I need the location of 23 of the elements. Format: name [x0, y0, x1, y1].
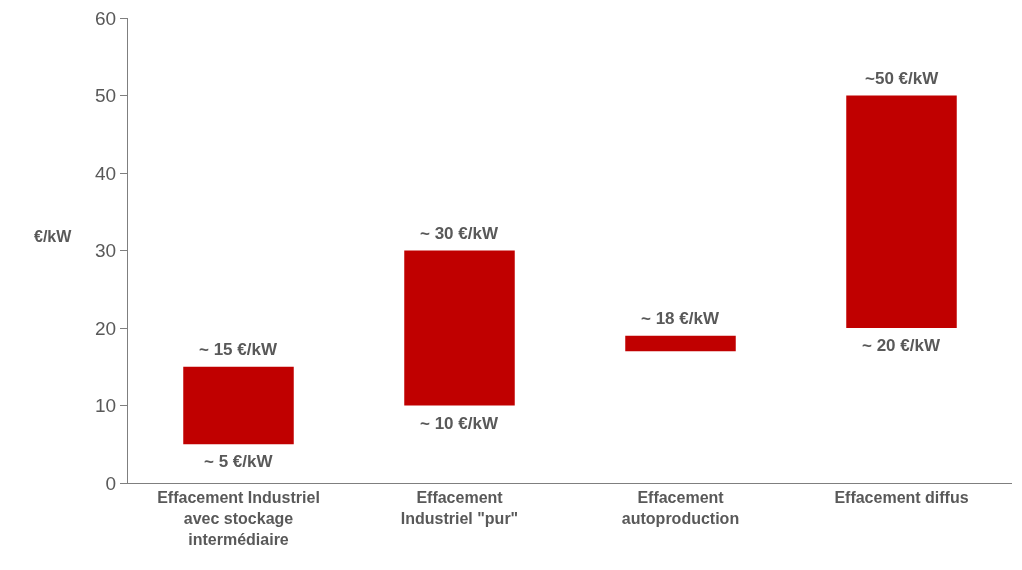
annotation: ~ 10 €/kW: [420, 414, 499, 433]
y-tick-label: 30: [95, 240, 117, 262]
bar: [846, 95, 957, 328]
bar: [625, 335, 736, 352]
x-tick-label: Effacement Industriel avec stockage intermédiaire: [157, 489, 320, 548]
y-tick-label: 10: [95, 395, 117, 417]
annotation: ~ 20 €/kW: [862, 336, 941, 355]
annotation: ~ 30 €/kW: [420, 224, 499, 243]
y-tick-label: 40: [95, 162, 117, 184]
x-tick-label: Effacement diffus: [834, 489, 969, 507]
x-tick-label: Effacement autoproduction: [621, 489, 740, 527]
annotation: ~ 5 €/kW: [204, 452, 274, 471]
y-tick-label: 0: [105, 472, 117, 494]
bar: [183, 366, 294, 445]
y-tick-label: 50: [95, 85, 117, 107]
y-tick-label: 20: [95, 317, 117, 339]
annotation: ~50 €/kW: [865, 69, 940, 88]
x-tick-label: Effacement Industriel "pur": [400, 489, 519, 527]
bar: [404, 250, 515, 406]
annotation: ~ 15 €/kW: [199, 340, 278, 359]
y-axis-title: €/kW: [34, 228, 73, 245]
y-tick-label: 60: [95, 7, 117, 29]
annotation: ~ 18 €/kW: [641, 309, 720, 328]
